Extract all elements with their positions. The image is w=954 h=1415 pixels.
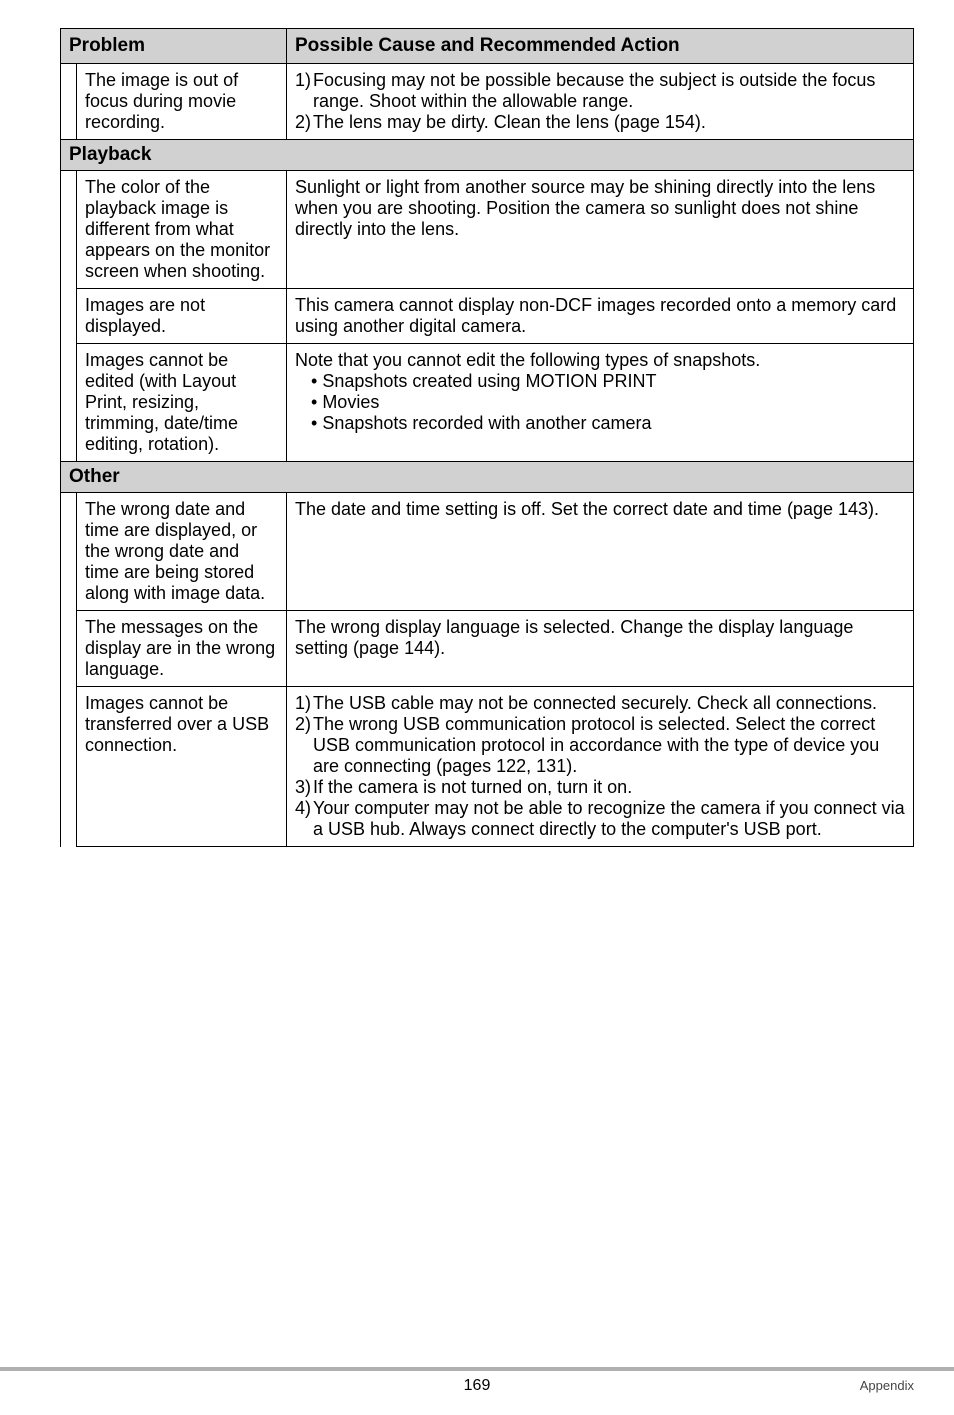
problem-cell: The image is out of focus during movie r… xyxy=(77,64,287,140)
list-number: 2) xyxy=(295,714,311,777)
problem-cell: The wrong date and time are displayed, o… xyxy=(77,493,287,611)
row-stub xyxy=(61,289,77,344)
action-cell: This camera cannot display non-DCF image… xyxy=(287,289,914,344)
table-row: The color of the playback image is diffe… xyxy=(61,171,914,289)
action-cell: Sunlight or light from another source ma… xyxy=(287,171,914,289)
page-footer: 169 Appendix xyxy=(0,1367,954,1415)
section-other: Other xyxy=(61,462,914,493)
table-row: Images cannot be edited (with Layout Pri… xyxy=(61,344,914,462)
row-stub xyxy=(61,493,77,611)
list-number: 1) xyxy=(295,693,311,714)
list-number: 3) xyxy=(295,777,311,798)
list-number: 1) xyxy=(295,70,311,112)
header-action: Possible Cause and Recommended Action xyxy=(287,29,914,64)
action-cell: The wrong display language is selected. … xyxy=(287,611,914,687)
row-stub xyxy=(61,687,77,847)
footer-section: Appendix xyxy=(860,1378,914,1393)
table-row: The messages on the display are in the w… xyxy=(61,611,914,687)
action-cell: 1)Focusing may not be possible because t… xyxy=(287,64,914,140)
problem-cell: Images are not displayed. xyxy=(77,289,287,344)
action-lead: Note that you cannot edit the following … xyxy=(295,350,905,371)
section-label: Other xyxy=(61,462,914,493)
list-number: 2) xyxy=(295,112,311,133)
row-stub xyxy=(61,171,77,289)
bullet-item: Snapshots created using MOTION PRINT xyxy=(311,371,905,392)
list-text: Focusing may not be possible because the… xyxy=(311,70,905,112)
action-cell: Note that you cannot edit the following … xyxy=(287,344,914,462)
bullet-item: Snapshots recorded with another camera xyxy=(311,413,905,434)
bullet-item: Movies xyxy=(311,392,905,413)
action-cell: The date and time setting is off. Set th… xyxy=(287,493,914,611)
table-row: The wrong date and time are displayed, o… xyxy=(61,493,914,611)
table-header-row: Problem Possible Cause and Recommended A… xyxy=(61,29,914,64)
row-stub xyxy=(61,611,77,687)
list-text: Your computer may not be able to recogni… xyxy=(311,798,905,840)
problem-cell: The color of the playback image is diffe… xyxy=(77,171,287,289)
action-cell: 1)The USB cable may not be connected sec… xyxy=(287,687,914,847)
table-row: Images are not displayed. This camera ca… xyxy=(61,289,914,344)
troubleshooting-table: Problem Possible Cause and Recommended A… xyxy=(60,28,914,847)
page-number: 169 xyxy=(331,1377,622,1395)
problem-cell: Images cannot be transferred over a USB … xyxy=(77,687,287,847)
list-text: The wrong USB communication protocol is … xyxy=(311,714,905,777)
header-problem: Problem xyxy=(61,29,287,64)
problem-cell: The messages on the display are in the w… xyxy=(77,611,287,687)
row-stub xyxy=(61,64,77,140)
problem-cell: Images cannot be edited (with Layout Pri… xyxy=(77,344,287,462)
section-label: Playback xyxy=(61,140,914,171)
table-row: The image is out of focus during movie r… xyxy=(61,64,914,140)
table-row: Images cannot be transferred over a USB … xyxy=(61,687,914,847)
list-text: The lens may be dirty. Clean the lens (p… xyxy=(311,112,905,133)
list-text: The USB cable may not be connected secur… xyxy=(311,693,905,714)
list-number: 4) xyxy=(295,798,311,840)
section-playback: Playback xyxy=(61,140,914,171)
row-stub xyxy=(61,344,77,462)
list-text: If the camera is not turned on, turn it … xyxy=(311,777,905,798)
